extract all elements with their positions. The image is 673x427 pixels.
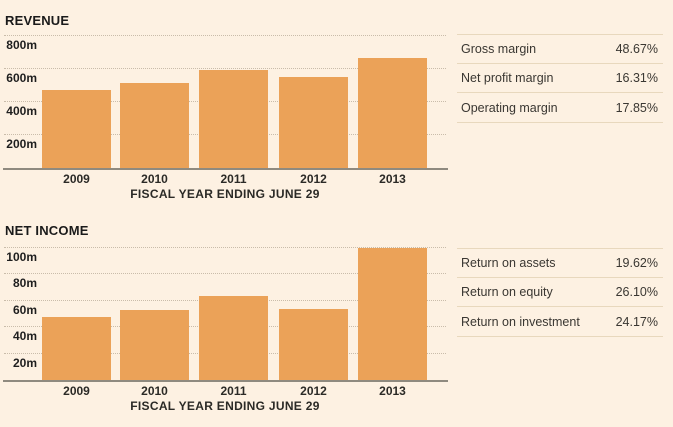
y-tick-label: 400m	[6, 104, 37, 118]
metric-value: 19.62%	[615, 256, 658, 270]
metric-label: Net profit margin	[461, 71, 554, 85]
y-tick-label: 40m	[12, 329, 37, 344]
bar-2010	[120, 310, 189, 380]
margin-metrics-table: Gross margin 48.67% Net profit margin 16.31…	[457, 34, 663, 123]
y-tick-label: 20m	[12, 355, 37, 370]
metric-row: Gross margin 48.67%	[457, 34, 663, 63]
bar-2013	[358, 248, 427, 380]
bar-2010	[120, 83, 189, 168]
bar-2012	[279, 309, 348, 380]
metric-row: Return on assets 19.62%	[457, 248, 663, 277]
net-income-bar-chart: 20m 40m 60m 80m 100m	[0, 242, 450, 382]
x-tick-label-2013: 2013	[379, 172, 406, 186]
bar-2011	[199, 296, 268, 380]
metric-row: Operating margin 17.85%	[457, 92, 663, 123]
metric-value: 48.67%	[615, 42, 658, 56]
bar-2011	[199, 70, 268, 168]
gridline-600m	[4, 68, 446, 69]
metric-row: Return on investment 24.17%	[457, 306, 663, 337]
metric-value: 24.17%	[615, 314, 658, 329]
metric-row: Return on equity 26.10%	[457, 277, 663, 306]
gridline-800m	[4, 35, 446, 36]
revenue-chart-title: REVENUE	[5, 13, 70, 28]
x-axis-line	[3, 168, 448, 170]
x-tick-label-2011: 2011	[220, 172, 247, 186]
metric-value: 16.31%	[615, 71, 658, 85]
x-tick-label-2013: 2013	[379, 384, 406, 398]
y-tick-label: 100m	[6, 250, 37, 264]
metric-label: Return on investment	[461, 314, 580, 329]
gridline-80m	[4, 273, 446, 275]
y-tick-label: 60m	[12, 302, 37, 317]
x-tick-label-2012: 2012	[300, 384, 327, 398]
revenue-x-axis-labels: 2009 2010 2011 2012 2013	[0, 172, 450, 186]
returns-metrics-table: Return on assets 19.62% Return on equity 26…	[457, 248, 663, 337]
metric-label: Return on assets	[461, 256, 556, 270]
x-tick-label-2010: 2010	[141, 172, 168, 186]
metric-value: 26.10%	[615, 285, 658, 299]
net-income-x-axis-labels: 2009 2010 2011 2012 2013	[0, 384, 450, 398]
metric-label: Operating margin	[461, 100, 558, 115]
bar-2012	[279, 77, 348, 168]
y-tick-label: 80m	[12, 276, 37, 291]
y-tick-label: 800m	[6, 38, 37, 52]
bar-2009	[42, 90, 111, 168]
x-tick-label-2010: 2010	[141, 384, 168, 398]
net-income-chart-title: NET INCOME	[5, 223, 89, 238]
gridline-100m	[4, 247, 446, 248]
x-axis-line	[3, 380, 448, 382]
bar-2013	[358, 58, 427, 168]
metric-value: 17.85%	[615, 100, 658, 115]
x-tick-label-2012: 2012	[300, 172, 327, 186]
metric-row: Net profit margin 16.31%	[457, 63, 663, 92]
metric-label: Return on equity	[461, 285, 553, 299]
net-income-x-axis-title: FISCAL YEAR ENDING JUNE 29	[130, 399, 320, 413]
metric-label: Gross margin	[461, 42, 537, 56]
bar-2009	[42, 317, 111, 380]
revenue-bar-chart: 200m 400m 600m 800m	[0, 30, 450, 170]
x-tick-label-2011: 2011	[220, 384, 247, 398]
y-tick-label: 200m	[6, 137, 37, 151]
revenue-x-axis-title: FISCAL YEAR ENDING JUNE 29	[130, 187, 320, 201]
x-tick-label-2009: 2009	[63, 384, 90, 398]
y-tick-label: 600m	[6, 71, 37, 85]
x-tick-label-2009: 2009	[63, 172, 90, 186]
